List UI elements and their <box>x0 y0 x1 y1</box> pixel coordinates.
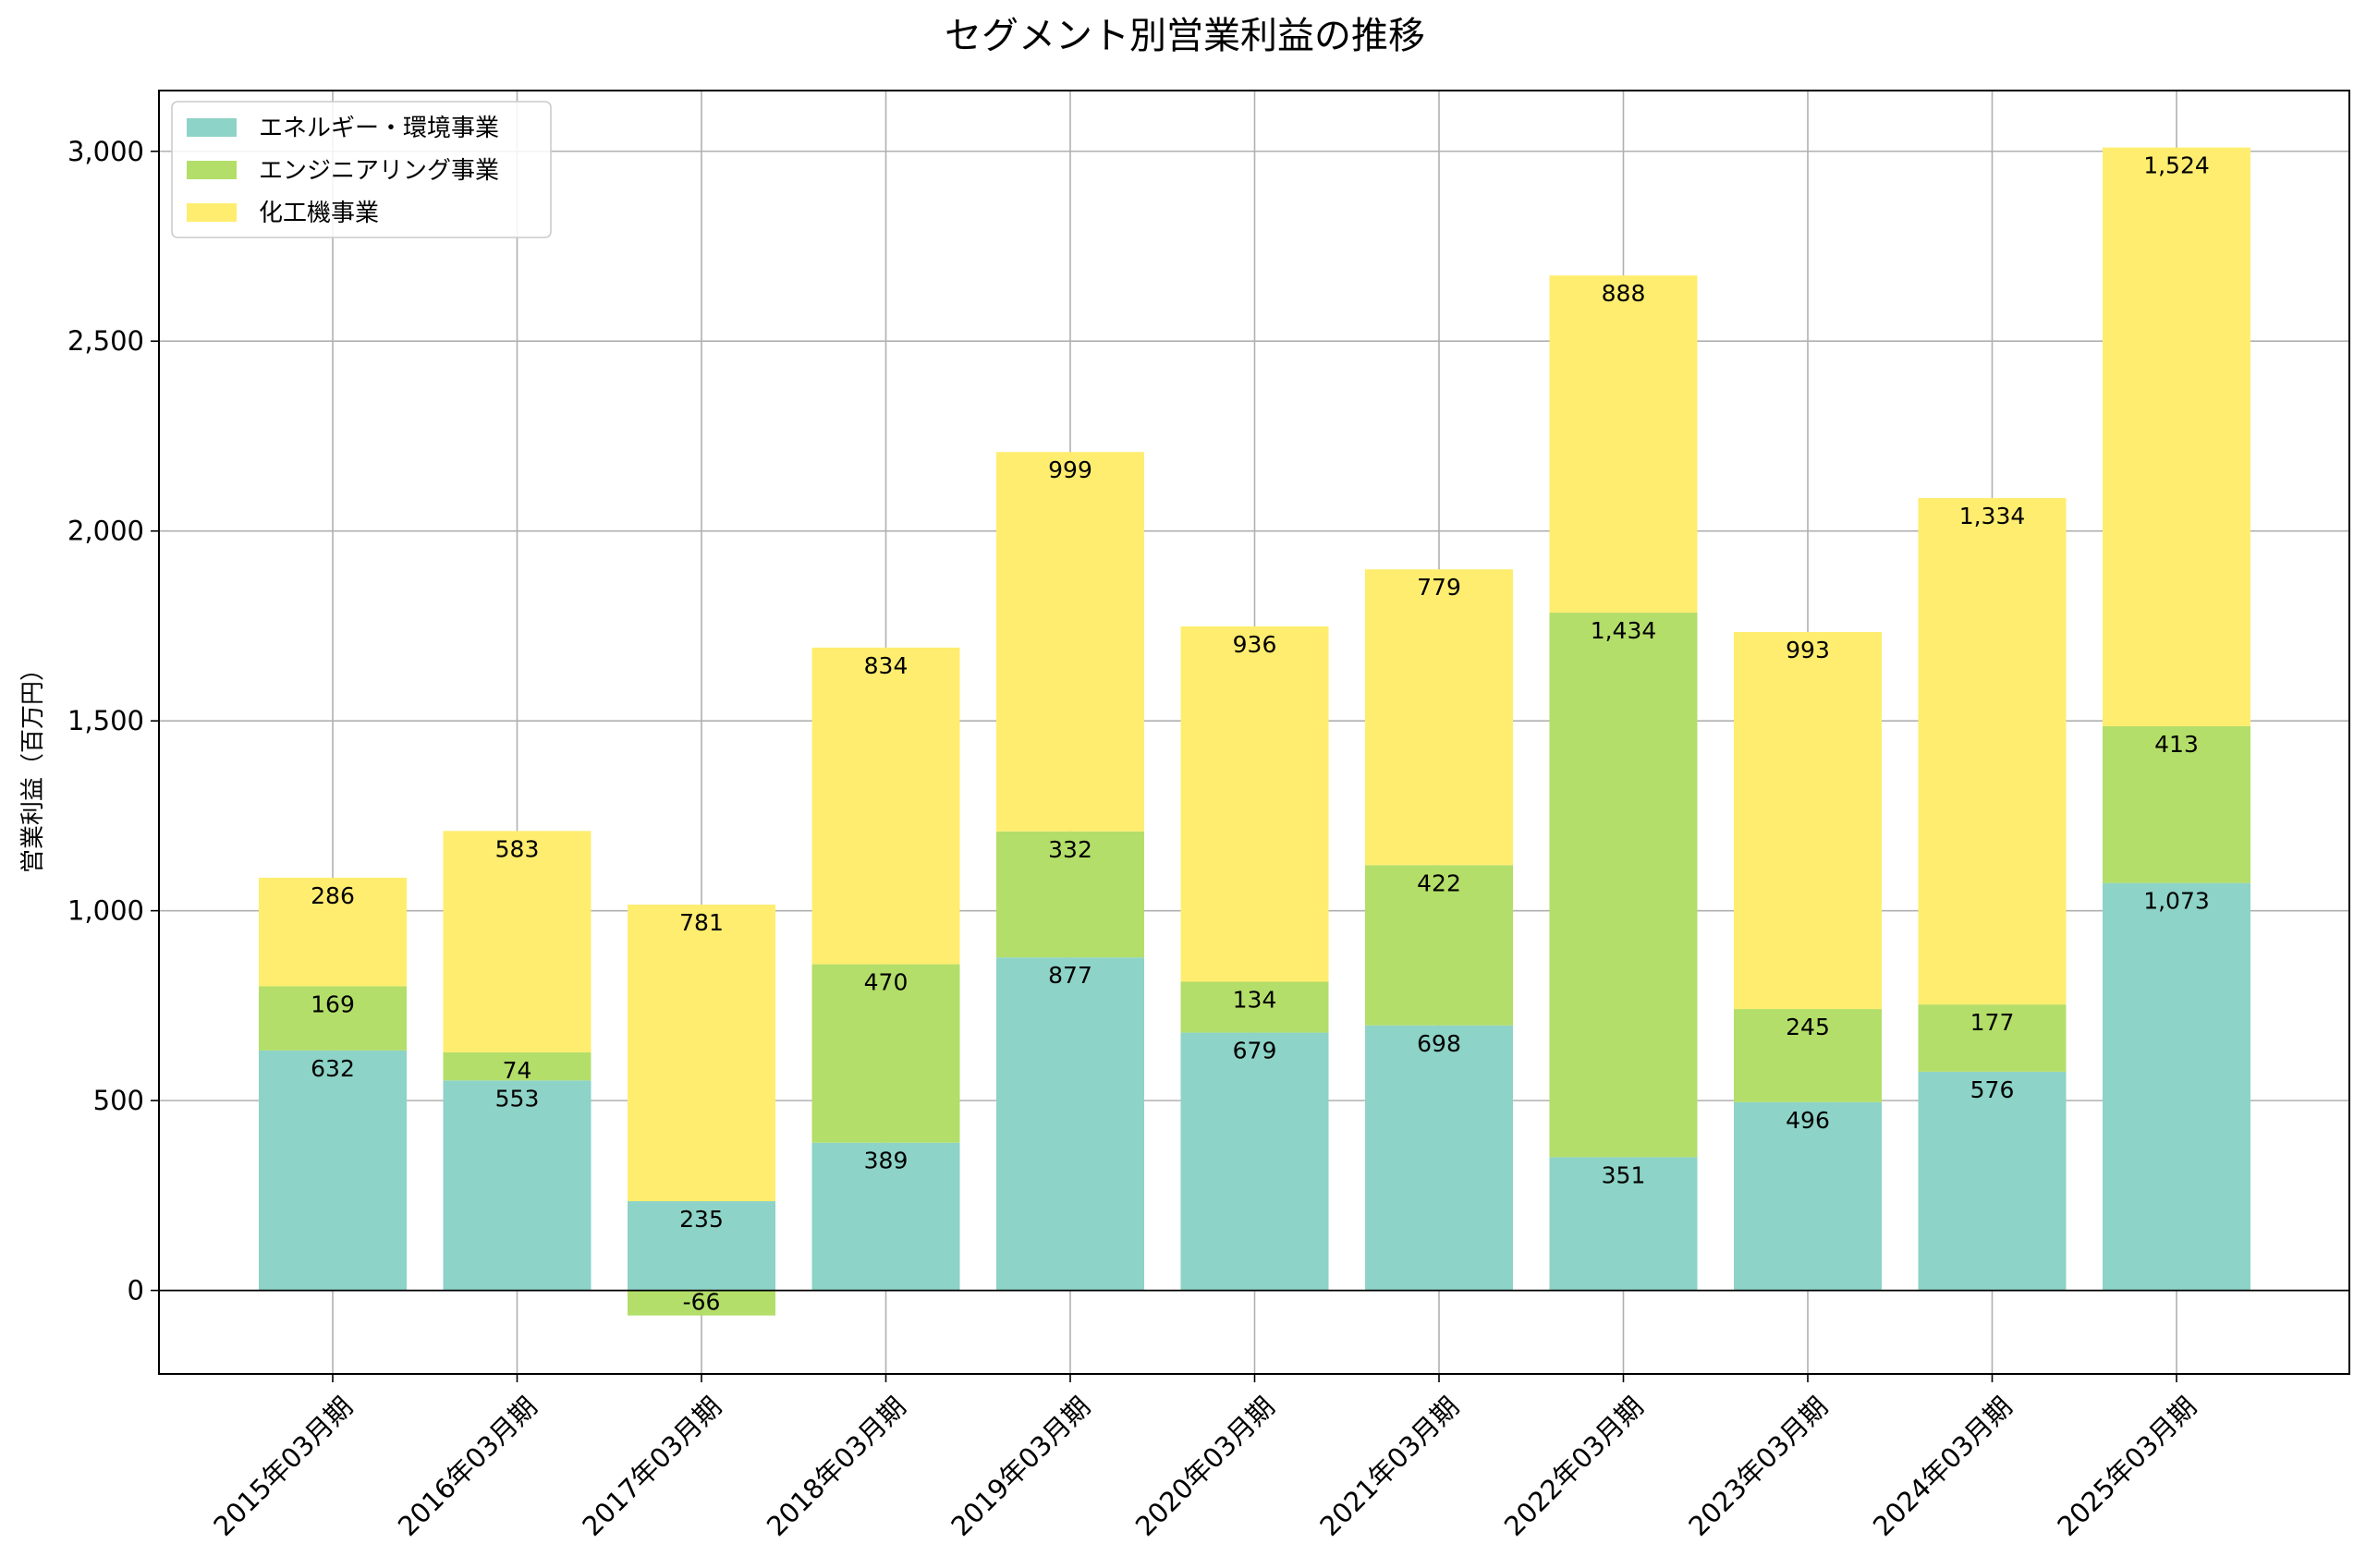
bars <box>259 147 2250 1316</box>
legend-box <box>171 101 552 238</box>
chart-title: セグメント別営業利益の推移 <box>945 15 1425 57</box>
data-label: 235 <box>679 1206 724 1233</box>
data-label: 698 <box>1417 1030 1461 1057</box>
y-tick-label: 1,000 <box>67 895 144 927</box>
data-label: 936 <box>1233 631 1277 658</box>
bar-segment <box>811 1142 960 1291</box>
bar-segment <box>811 647 960 965</box>
bar-segment <box>259 1050 407 1291</box>
data-label: 245 <box>1786 1014 1830 1040</box>
plot-frame <box>158 90 2350 1375</box>
bar-segment <box>1180 981 1329 1033</box>
bar-segment <box>259 877 407 987</box>
legend-label: 化工機事業 <box>259 200 379 227</box>
bar-segment <box>2103 725 2250 883</box>
y-tick-label: 500 <box>93 1085 144 1116</box>
bar-segment <box>443 1051 592 1081</box>
data-label: 993 <box>1786 637 1830 663</box>
data-label: 583 <box>495 835 540 862</box>
bar-segment <box>443 1080 592 1291</box>
bar-segment <box>811 964 960 1143</box>
bar-segment <box>2103 147 2250 726</box>
bar-segment <box>1549 1157 1698 1291</box>
data-label: 1,073 <box>2143 888 2210 915</box>
data-label: 169 <box>311 991 355 1017</box>
legend-swatch <box>187 161 237 179</box>
data-label: 632 <box>311 1055 355 1082</box>
bar-segment <box>1180 626 1329 982</box>
legend-swatch <box>187 118 237 137</box>
bar-segment <box>1918 1071 2067 1291</box>
data-label: 496 <box>1786 1107 1830 1134</box>
legend-label: エネルギー・環境事業 <box>259 115 499 142</box>
bar-segment <box>1549 613 1698 1158</box>
data-label: 332 <box>1048 836 1092 863</box>
bar-segment <box>443 831 592 1052</box>
bar-segment <box>259 986 407 1051</box>
data-label: 888 <box>1602 280 1646 307</box>
bar-segment <box>1918 1004 2067 1072</box>
data-label: 134 <box>1233 986 1277 1013</box>
data-label: 177 <box>1970 1009 2015 1036</box>
data-label: 422 <box>1417 869 1461 896</box>
bar-segment <box>996 452 1144 832</box>
legend-label: エンジニアリング事業 <box>259 157 499 185</box>
y-tick-label: 0 <box>128 1275 144 1307</box>
data-label: 779 <box>1417 574 1461 601</box>
data-label: 286 <box>311 882 355 909</box>
y-tick-label: 2,000 <box>67 516 144 547</box>
bar-segment <box>996 957 1144 1291</box>
y-axis-label: 営業利益（百万円） <box>19 657 47 873</box>
data-label: 781 <box>679 909 724 936</box>
data-label: 1,434 <box>1591 617 1657 644</box>
bar-segment <box>1365 569 1513 866</box>
data-label: 576 <box>1970 1076 2015 1103</box>
data-label: 74 <box>503 1057 532 1084</box>
data-label: 389 <box>864 1148 909 1174</box>
data-label: -66 <box>683 1289 721 1316</box>
bar-segment <box>628 1290 775 1316</box>
data-label: 1,334 <box>1959 503 2026 529</box>
bar-segment <box>996 831 1144 958</box>
data-label: 413 <box>2154 731 2199 758</box>
bar-segment <box>1365 1025 1513 1291</box>
y-tick-label: 3,000 <box>67 136 144 167</box>
y-tick-label: 2,500 <box>67 325 144 357</box>
bar-segment <box>1365 865 1513 1026</box>
bar-segment <box>2103 882 2250 1291</box>
bar-segment <box>1549 275 1698 614</box>
bar-segment <box>628 1201 775 1291</box>
bar-segment <box>628 905 775 1202</box>
bar-segment <box>1734 1009 1882 1102</box>
bar-segment <box>1180 1032 1329 1291</box>
legend-swatch <box>187 203 237 222</box>
y-tick-label: 1,500 <box>67 705 144 736</box>
bar-segment <box>1734 1101 1882 1291</box>
data-label: 470 <box>864 969 909 996</box>
data-label: 1,524 <box>2143 152 2210 179</box>
data-label: 834 <box>864 652 909 679</box>
data-label: 877 <box>1048 962 1092 989</box>
data-label: 999 <box>1048 456 1092 483</box>
data-label: 679 <box>1233 1038 1277 1064</box>
bar-segment <box>1918 497 2067 1005</box>
bar-segment <box>1734 632 1882 1010</box>
data-label: 553 <box>495 1085 540 1112</box>
data-label: 351 <box>1602 1161 1646 1188</box>
